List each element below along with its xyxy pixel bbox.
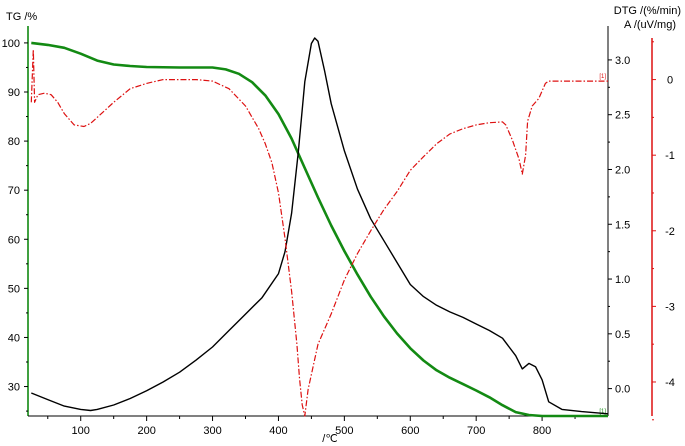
dtg-axis-title: DTG /(%/min) <box>614 5 681 17</box>
x-tick-label: 700 <box>467 425 485 437</box>
tg-tick-label: 80 <box>8 136 20 148</box>
tg-curve-end-marker: [1] <box>599 409 606 415</box>
tg-axis-title: TG /% <box>6 11 37 23</box>
dtg-tick-label: 2.5 <box>615 110 630 122</box>
tg-curve <box>31 41 608 418</box>
x-tick-label: 500 <box>335 425 353 437</box>
dta-tick-label: -1 <box>665 150 675 162</box>
dta-tick-label: -4 <box>665 377 675 389</box>
dta-tick-label: 0 <box>667 75 673 87</box>
dtg-tick-label: 0.0 <box>615 384 630 396</box>
dtg-tick-label: 1.5 <box>615 219 630 231</box>
dta-tick-label: -3 <box>665 301 675 313</box>
tg-tick-label: 30 <box>8 382 20 394</box>
dta-curve <box>30 48 608 417</box>
x-tick-label: 200 <box>137 425 155 437</box>
dtg-tick-label: 1.0 <box>615 274 630 286</box>
dta-curve-end-marker: [1] <box>599 74 606 80</box>
x-tick-label: 100 <box>72 425 90 437</box>
tg-ticks: 30 40 50 60 70 80 90 100 <box>2 38 28 412</box>
x-tick-label: 600 <box>401 425 419 437</box>
dtg-ticks: 0.0 0.5 1.0 1.5 2.0 2.5 3.0 <box>608 55 630 396</box>
tg-axis-group: TG /% 30 40 50 60 70 80 90 100 <box>2 11 37 416</box>
tg-tick-label: 50 <box>8 283 20 295</box>
dtg-tick-label: 3.0 <box>615 55 630 67</box>
dta-ticks: 0 -1 -2 -3 -4 <box>652 41 675 421</box>
x-tick-label: 800 <box>533 425 551 437</box>
dta-axis-group: A /(uV/mg) 0 -1 -2 -3 -4 <box>624 19 676 421</box>
x-axis-group: 100 200 300 400 500 600 700 800 /℃ <box>28 415 608 445</box>
tg-tick-label: 40 <box>8 332 20 344</box>
dtg-curve <box>31 37 609 415</box>
dtg-tick-label: 0.5 <box>615 329 630 341</box>
dtg-tick-label: 2.0 <box>615 164 630 176</box>
series-layer: [1] [1] <box>30 37 609 418</box>
x-tick-label: 300 <box>203 425 221 437</box>
tg-tick-label: 90 <box>8 87 20 99</box>
tg-tick-label: 70 <box>8 185 20 197</box>
x-axis-title: /℃ <box>322 433 337 445</box>
dta-axis-title: A /(uV/mg) <box>624 19 676 31</box>
x-ticks: 100 200 300 400 500 600 700 800 <box>47 416 576 437</box>
x-tick-label: 400 <box>269 425 287 437</box>
tg-tick-label: 60 <box>8 234 20 246</box>
dta-tick-label: -2 <box>665 226 675 238</box>
tg-tick-label: 100 <box>2 38 20 50</box>
dtg-axis-group: DTG /(%/min) 0.0 0.5 1.0 1.5 2.0 2.5 3.0 <box>607 5 681 416</box>
